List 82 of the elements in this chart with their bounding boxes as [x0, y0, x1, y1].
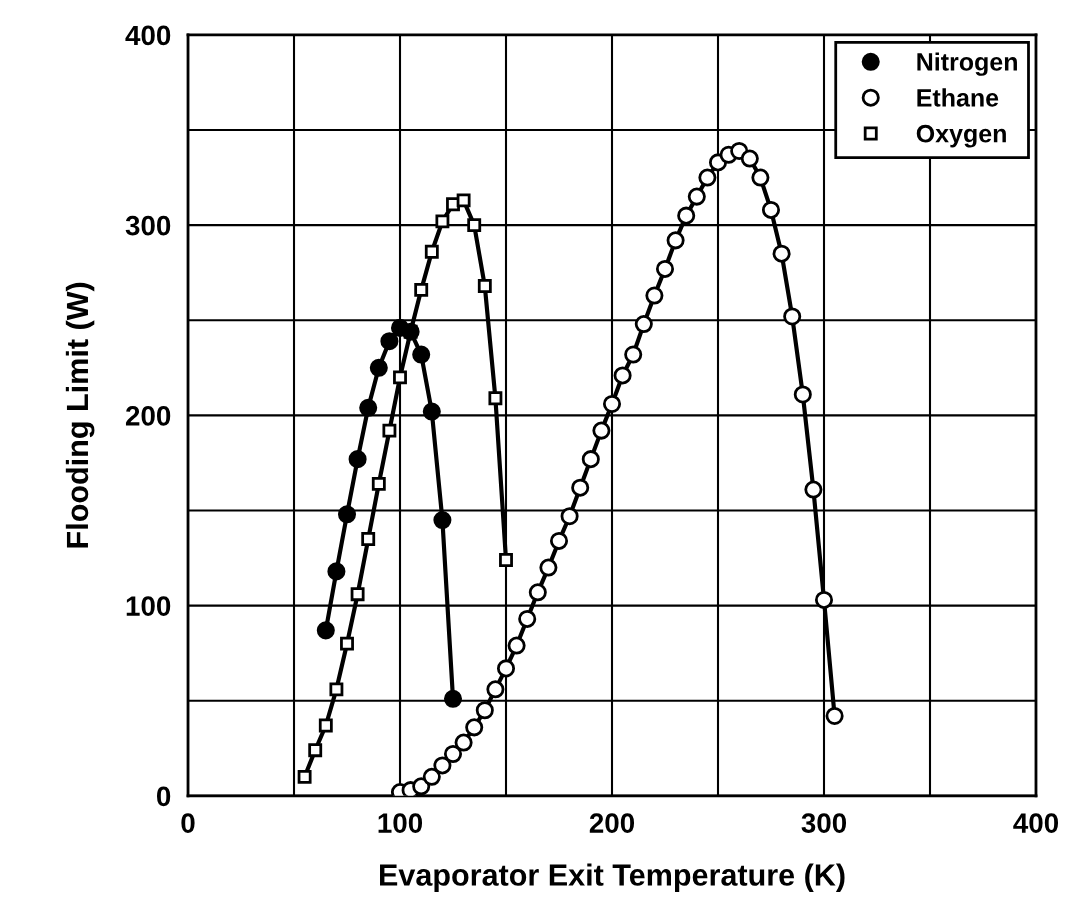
point: [443, 744, 463, 764]
point: [613, 366, 632, 385]
point: [549, 531, 569, 550]
point: [592, 421, 611, 440]
point: [518, 609, 537, 628]
point: [655, 259, 675, 278]
point: [359, 398, 378, 417]
point: [327, 562, 346, 581]
x-tick-label: 100: [378, 813, 423, 833]
point: [677, 206, 696, 225]
y-tick-label: 100: [126, 596, 171, 616]
point: [308, 743, 323, 758]
point: [424, 244, 439, 259]
point: [804, 480, 823, 499]
point: [371, 476, 386, 491]
point: [793, 385, 812, 404]
point: [539, 558, 558, 577]
point: [456, 193, 471, 208]
point: [422, 767, 441, 786]
x-tick-label: 200: [589, 813, 635, 833]
point: [329, 682, 344, 697]
point: [624, 345, 643, 364]
point: [666, 231, 685, 250]
point: [350, 587, 365, 602]
point: [318, 718, 333, 733]
point: [465, 718, 484, 737]
point: [783, 307, 802, 326]
legend-label: Ethane: [917, 88, 999, 107]
x-tick-label: 0: [181, 813, 195, 833]
point: [443, 689, 463, 708]
point: [496, 659, 516, 678]
point: [687, 187, 706, 206]
legend-label: Oxygen: [916, 124, 1006, 148]
point: [581, 450, 600, 469]
x-tick-label: 300: [801, 813, 847, 833]
point: [507, 636, 526, 655]
point: [486, 680, 505, 699]
point: [435, 214, 450, 229]
point: [467, 218, 482, 233]
y-tick-label: 300: [125, 215, 171, 236]
point: [645, 286, 664, 305]
point: [337, 505, 357, 524]
point: [814, 590, 834, 609]
point: [477, 279, 492, 293]
point: [751, 168, 770, 187]
point: [380, 332, 399, 351]
point: [412, 345, 431, 364]
point: [433, 756, 452, 775]
point: [422, 402, 441, 421]
point: [414, 282, 429, 297]
point: [825, 706, 844, 725]
point: [488, 391, 503, 406]
legend-label: Nitrogen: [917, 52, 1017, 76]
y-tick-label: 400: [125, 25, 171, 46]
point: [297, 769, 312, 784]
point: [348, 450, 367, 469]
point: [740, 149, 759, 168]
y-axis-title: Flooding Limit (W): [65, 282, 95, 548]
point: [393, 370, 407, 385]
point: [475, 701, 494, 720]
point: [499, 553, 513, 567]
point: [634, 315, 653, 334]
point: [340, 636, 354, 651]
point: [772, 244, 791, 263]
point: [412, 777, 431, 796]
point: [361, 532, 376, 546]
point: [571, 478, 590, 497]
y-tick-label: 200: [125, 406, 171, 426]
point: [454, 733, 473, 752]
point: [560, 507, 579, 526]
point: [446, 197, 460, 212]
y-tick-label: 0: [156, 786, 171, 807]
point: [698, 168, 717, 187]
point: [433, 510, 452, 530]
point: [602, 394, 622, 413]
point: [369, 358, 388, 377]
point: [761, 200, 781, 219]
point: [382, 423, 397, 438]
point: [316, 621, 335, 640]
x-axis-title: Evaporator Exit Temperature (K): [380, 863, 845, 892]
x-tick-label: 400: [1013, 813, 1059, 833]
point: [528, 583, 547, 602]
